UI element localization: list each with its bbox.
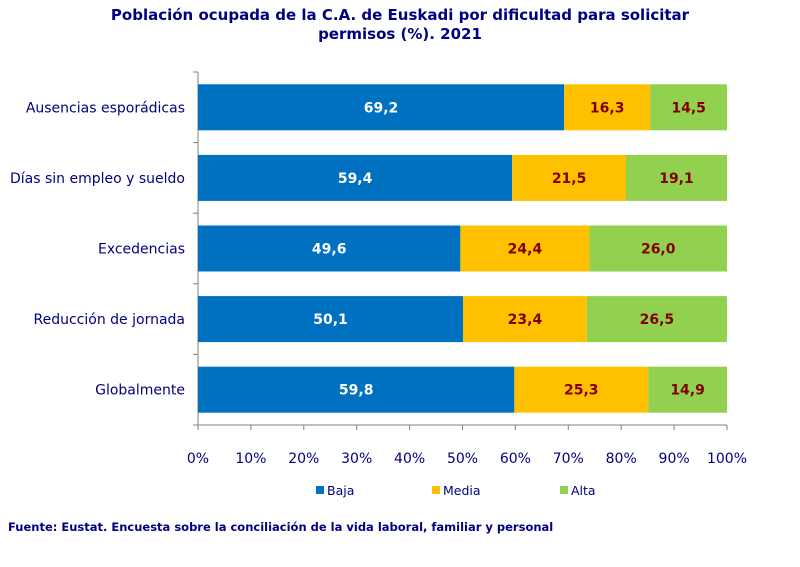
x-tick-label: 100% (707, 451, 747, 467)
legend-label-baja: Baja (327, 483, 354, 498)
chart-title-line-1: Población ocupada de la C.A. de Euskadi … (110, 6, 690, 24)
data-label: 24,4 (508, 242, 543, 258)
legend-swatch-media (432, 486, 440, 494)
legend-swatch-alta (560, 486, 568, 494)
category-label: Reducción de jornada (34, 312, 185, 328)
bar-segment-media (463, 296, 587, 343)
x-tick-label: 30% (341, 451, 372, 467)
category-label: Días sin empleo y sueldo (10, 171, 185, 187)
bar-segment-baja (198, 154, 513, 201)
bar-segment-baja (198, 366, 515, 413)
data-label: 59,8 (339, 383, 374, 399)
x-tick-label: 90% (659, 451, 690, 467)
category-label: Excedencias (98, 242, 185, 258)
x-tick-label: 0% (187, 451, 209, 467)
category-label: Ausencias esporádicas (26, 100, 185, 116)
bar-segment-baja (198, 225, 461, 272)
bar-segment-alta (589, 225, 727, 272)
data-label: 59,4 (338, 171, 373, 187)
legend-label-alta: Alta (571, 483, 596, 498)
data-label: 14,9 (670, 383, 705, 399)
bar-segment-media (514, 366, 649, 413)
bar-segment-alta (648, 366, 727, 413)
x-tick-label: 60% (500, 451, 531, 467)
bar-segment-alta (650, 84, 727, 131)
category-label: Globalmente (95, 383, 185, 399)
bar-segment-media (564, 84, 651, 131)
data-label: 25,3 (564, 383, 599, 399)
x-tick-label: 40% (394, 451, 425, 467)
data-label: 23,4 (508, 312, 543, 328)
bar-segment-media (460, 225, 590, 272)
bar-segment-baja (198, 84, 565, 131)
bar-segment-media (512, 154, 626, 201)
x-tick-label: 70% (553, 451, 584, 467)
data-label: 26,0 (641, 242, 676, 258)
legend-swatch-baja (316, 486, 324, 494)
x-tick-label: 10% (235, 451, 266, 467)
data-label: 26,5 (640, 312, 675, 328)
data-label: 21,5 (552, 171, 587, 187)
bar-segment-baja (198, 296, 464, 343)
legend-label-media: Media (443, 483, 481, 498)
chart-title: Población ocupada de la C.A. de Euskadi … (0, 6, 800, 44)
x-tick-label: 20% (288, 451, 319, 467)
source-note: Fuente: Eustat. Encuesta sobre la concil… (8, 520, 554, 534)
data-label: 19,1 (659, 171, 694, 187)
bar-segment-alta (586, 296, 727, 343)
x-tick-label: 80% (606, 451, 637, 467)
data-label: 50,1 (313, 312, 348, 328)
data-label: 14,5 (671, 100, 706, 116)
bar-segment-alta (625, 154, 727, 201)
data-label: 16,3 (590, 100, 625, 116)
data-label: 69,2 (364, 100, 399, 116)
chart-title-line-2: permisos (%). 2021 (318, 25, 482, 43)
x-tick-label: 50% (447, 451, 478, 467)
data-label: 49,6 (312, 242, 347, 258)
